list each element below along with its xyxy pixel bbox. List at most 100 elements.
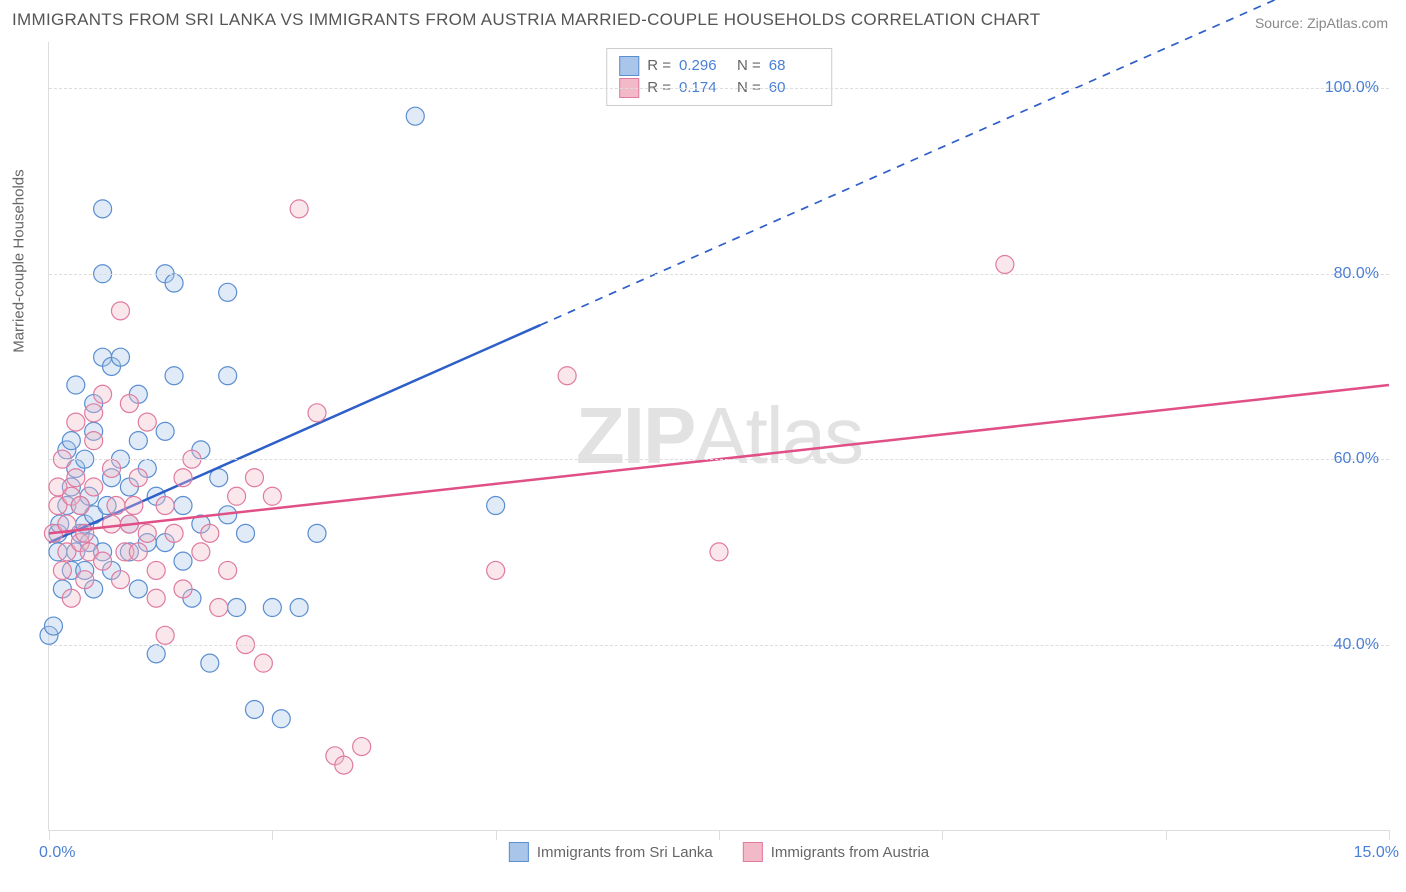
- scatter-point: [165, 274, 183, 292]
- scatter-point: [129, 432, 147, 450]
- scatter-point: [53, 561, 71, 579]
- scatter-point: [290, 200, 308, 218]
- scatter-point: [147, 645, 165, 663]
- x-axis-min-label: 0.0%: [39, 844, 75, 862]
- legend-r-label-1: R =: [647, 55, 671, 77]
- scatter-point: [558, 367, 576, 385]
- x-axis-max-label: 15.0%: [1354, 844, 1399, 862]
- scatter-point: [996, 255, 1014, 273]
- scatter-point: [111, 571, 129, 589]
- scatter-point: [85, 478, 103, 496]
- scatter-point: [254, 654, 272, 672]
- legend-series-swatch-2: [743, 842, 763, 862]
- legend-stats-box: R = 0.296 N = 68 R = 0.174 N = 60: [606, 48, 832, 106]
- scatter-point: [129, 580, 147, 598]
- legend-series-swatch-1: [509, 842, 529, 862]
- scatter-point: [219, 367, 237, 385]
- scatter-point: [85, 432, 103, 450]
- x-tick: [272, 830, 273, 840]
- scatter-point: [120, 395, 138, 413]
- scatter-point: [125, 497, 143, 515]
- scatter-point: [174, 469, 192, 487]
- scatter-point: [62, 589, 80, 607]
- scatter-point: [138, 413, 156, 431]
- scatter-point: [111, 302, 129, 320]
- legend-n-label-1: N =: [737, 55, 761, 77]
- scatter-point: [67, 413, 85, 431]
- scatter-point: [111, 348, 129, 366]
- scatter-point: [94, 552, 112, 570]
- legend-series: Immigrants from Sri Lanka Immigrants fro…: [509, 842, 929, 862]
- scatter-point: [406, 107, 424, 125]
- scatter-point: [156, 422, 174, 440]
- scatter-point: [228, 487, 246, 505]
- scatter-point: [308, 404, 326, 422]
- x-tick: [942, 830, 943, 840]
- scatter-point: [219, 283, 237, 301]
- gridline-h: [49, 88, 1389, 89]
- gridline-h: [49, 645, 1389, 646]
- scatter-point: [263, 599, 281, 617]
- scatter-point: [85, 404, 103, 422]
- legend-series-label-2: Immigrants from Austria: [771, 844, 929, 861]
- legend-series-item-2: Immigrants from Austria: [743, 842, 929, 862]
- scatter-point: [201, 524, 219, 542]
- scatter-point: [107, 497, 125, 515]
- x-tick: [1166, 830, 1167, 840]
- scatter-point: [237, 524, 255, 542]
- scatter-point: [129, 469, 147, 487]
- x-tick: [1389, 830, 1390, 840]
- scatter-point: [174, 497, 192, 515]
- gridline-h: [49, 459, 1389, 460]
- x-tick: [49, 830, 50, 840]
- scatter-point: [129, 543, 147, 561]
- scatter-point: [165, 524, 183, 542]
- scatter-point: [94, 385, 112, 403]
- scatter-point: [210, 599, 228, 617]
- scatter-point: [174, 580, 192, 598]
- scatter-point: [138, 524, 156, 542]
- scatter-point: [67, 376, 85, 394]
- scatter-point: [201, 654, 219, 672]
- scatter-point: [272, 710, 290, 728]
- scatter-point: [103, 515, 121, 533]
- chart-title: IMMIGRANTS FROM SRI LANKA VS IMMIGRANTS …: [12, 10, 1040, 30]
- chart-plot-area: Married-couple Households ZIPAtlas R = 0…: [48, 42, 1389, 831]
- scatter-point: [44, 617, 62, 635]
- scatter-point: [62, 432, 80, 450]
- source-label: Source: ZipAtlas.com: [1255, 15, 1388, 31]
- y-tick-label: 80.0%: [1334, 265, 1379, 283]
- legend-series-label-1: Immigrants from Sri Lanka: [537, 844, 713, 861]
- scatter-point: [156, 626, 174, 644]
- y-axis-title: Married-couple Households: [11, 169, 28, 352]
- legend-series-item-1: Immigrants from Sri Lanka: [509, 842, 713, 862]
- scatter-point: [67, 469, 85, 487]
- legend-stats-row-1: R = 0.296 N = 68: [619, 55, 819, 77]
- scatter-point: [147, 589, 165, 607]
- scatter-point: [147, 561, 165, 579]
- scatter-point: [335, 756, 353, 774]
- scatter-point: [290, 599, 308, 617]
- scatter-point: [487, 497, 505, 515]
- scatter-point: [76, 524, 94, 542]
- scatter-point: [263, 487, 281, 505]
- x-tick: [496, 830, 497, 840]
- scatter-point: [353, 738, 371, 756]
- scatter-point: [245, 469, 263, 487]
- legend-swatch-1: [619, 56, 639, 76]
- y-tick-label: 100.0%: [1325, 79, 1379, 97]
- scatter-point: [710, 543, 728, 561]
- legend-r-value-1: 0.296: [679, 55, 729, 77]
- scatter-point: [228, 599, 246, 617]
- scatter-point: [156, 497, 174, 515]
- scatter-point: [71, 497, 89, 515]
- y-tick-label: 60.0%: [1334, 450, 1379, 468]
- y-tick-label: 40.0%: [1334, 636, 1379, 654]
- scatter-point: [245, 700, 263, 718]
- scatter-point: [174, 552, 192, 570]
- scatter-point: [76, 571, 94, 589]
- scatter-point: [192, 543, 210, 561]
- x-tick: [719, 830, 720, 840]
- scatter-point: [487, 561, 505, 579]
- scatter-point: [219, 561, 237, 579]
